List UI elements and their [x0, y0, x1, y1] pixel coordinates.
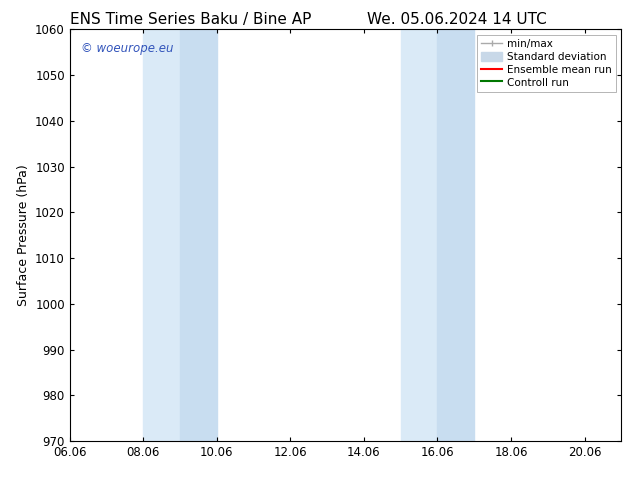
Y-axis label: Surface Pressure (hPa): Surface Pressure (hPa)	[16, 164, 30, 306]
Bar	[401, 29, 437, 441]
Bar	[143, 29, 180, 441]
Bar	[437, 29, 474, 441]
Bar	[180, 29, 217, 441]
Text: ENS Time Series Baku / Bine AP: ENS Time Series Baku / Bine AP	[70, 12, 311, 27]
Legend: min/max, Standard deviation, Ensemble mean run, Controll run: min/max, Standard deviation, Ensemble me…	[477, 35, 616, 92]
Text: We. 05.06.2024 14 UTC: We. 05.06.2024 14 UTC	[366, 12, 547, 27]
Text: © woeurope.eu: © woeurope.eu	[81, 42, 173, 55]
